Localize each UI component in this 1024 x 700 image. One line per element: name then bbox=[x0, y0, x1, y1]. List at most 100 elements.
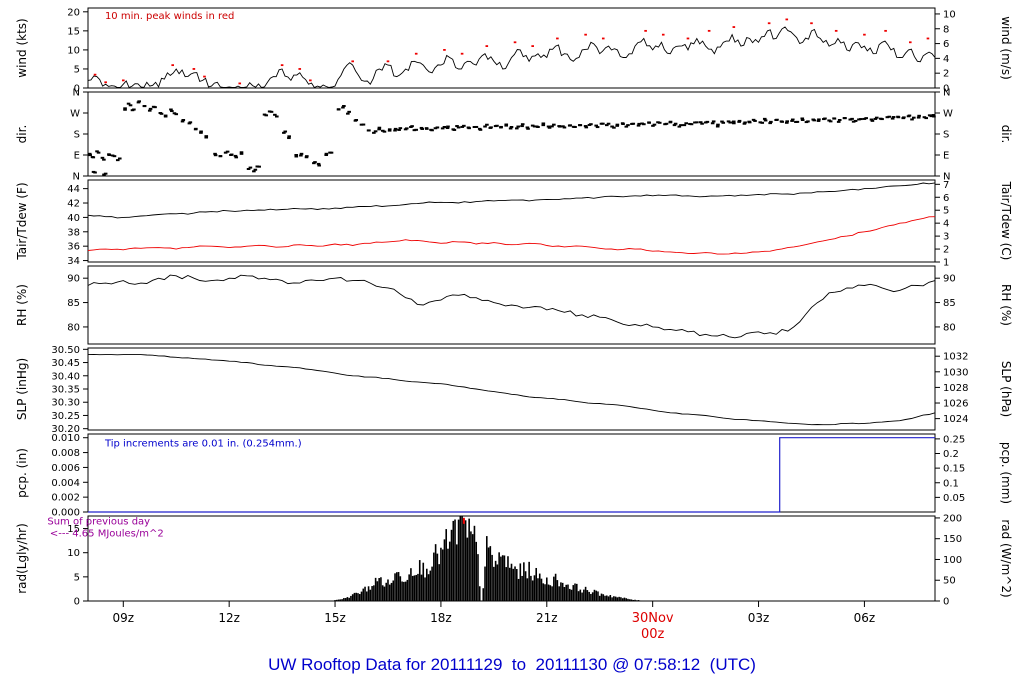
dir-dash bbox=[229, 153, 234, 156]
point-peak_wind_kts bbox=[121, 79, 125, 82]
dir-dash bbox=[381, 129, 385, 132]
tick-label-left: 0.010 bbox=[51, 433, 80, 444]
rad-bar bbox=[512, 568, 515, 601]
dir-dash bbox=[199, 131, 203, 134]
tick-label-right: N bbox=[943, 172, 950, 183]
rad-bar bbox=[455, 544, 458, 601]
dir-dash bbox=[726, 120, 731, 123]
rad-bar bbox=[485, 536, 488, 601]
dir-dash bbox=[516, 125, 521, 128]
dir-dash bbox=[916, 116, 921, 119]
dir-dash bbox=[547, 126, 552, 129]
tick-label-left: 34 bbox=[67, 256, 80, 267]
rad-bar bbox=[623, 597, 626, 601]
dir-dash bbox=[213, 154, 218, 157]
rad-bar bbox=[466, 537, 469, 601]
rad-bar bbox=[503, 555, 506, 601]
rad-bar bbox=[598, 595, 601, 601]
point-peak_wind_kts bbox=[280, 64, 284, 67]
tick-label-left: 42 bbox=[67, 199, 80, 210]
point-peak_wind_kts bbox=[460, 52, 464, 55]
x-tick-label: 00z bbox=[641, 627, 665, 642]
rad-bar bbox=[470, 531, 472, 601]
dir-dash bbox=[504, 124, 509, 127]
dir-dash bbox=[346, 112, 350, 115]
dir-dash bbox=[571, 125, 576, 128]
rad-bar bbox=[487, 547, 490, 601]
point-peak_wind_kts bbox=[298, 68, 302, 70]
dir-dash bbox=[485, 123, 489, 126]
tick-label-right: 2 bbox=[943, 69, 949, 80]
dir-dash bbox=[223, 151, 228, 154]
rad-bar bbox=[547, 584, 550, 601]
dir-dash bbox=[234, 156, 239, 159]
dir-dash bbox=[874, 116, 879, 119]
rad-bar bbox=[374, 577, 377, 601]
rad-bar bbox=[567, 584, 569, 601]
rad-bar bbox=[604, 595, 606, 601]
rad-bar bbox=[362, 588, 365, 601]
dir-dash bbox=[794, 120, 798, 123]
dir-dash bbox=[610, 125, 614, 128]
dir-dash bbox=[743, 121, 747, 124]
rad-bar bbox=[376, 581, 379, 601]
dir-dash bbox=[102, 173, 106, 176]
rad-bar bbox=[422, 562, 425, 601]
dir-dash bbox=[136, 101, 141, 104]
rad-bar bbox=[496, 564, 499, 601]
rad-bar bbox=[574, 583, 576, 601]
dir-dash bbox=[367, 129, 371, 132]
dir-dash bbox=[508, 127, 513, 130]
dir-dash bbox=[169, 108, 173, 111]
dir-dash bbox=[742, 122, 747, 125]
dir-dash bbox=[912, 116, 916, 119]
point-peak_wind_kts bbox=[884, 29, 887, 32]
point-peak_wind_kts bbox=[351, 60, 354, 63]
rad-bar bbox=[590, 593, 592, 601]
point-peak_wind_kts bbox=[732, 26, 736, 28]
axis-title-right-wind: wind (m/s) bbox=[999, 16, 1013, 80]
dir-dash bbox=[287, 135, 291, 138]
panel-border bbox=[87, 179, 936, 263]
dir-dash bbox=[110, 154, 115, 157]
dir-dash bbox=[621, 123, 625, 126]
rad-bar bbox=[401, 581, 403, 601]
rad-bar bbox=[454, 519, 456, 601]
tick-label-right: 6 bbox=[943, 193, 949, 204]
dir-dash bbox=[373, 130, 378, 133]
annotation-rad-0: Sum of previous day bbox=[47, 517, 150, 528]
rad-bar bbox=[526, 578, 529, 601]
tick-label-left: 5 bbox=[74, 572, 80, 583]
point-peak_wind_kts bbox=[644, 29, 647, 32]
dir-dash bbox=[100, 156, 105, 159]
tick-label-left: 0 bbox=[74, 84, 80, 95]
dir-dash bbox=[466, 126, 471, 129]
dir-dash bbox=[910, 118, 914, 121]
dir-dash bbox=[126, 102, 131, 105]
series-Tair_F bbox=[87, 182, 936, 219]
tick-label-right: S bbox=[943, 130, 949, 141]
rad-bar bbox=[494, 560, 497, 601]
rad-bar bbox=[540, 578, 543, 601]
dir-dash bbox=[435, 126, 440, 129]
rad-bar bbox=[639, 600, 642, 601]
dir-dash bbox=[187, 122, 192, 125]
dir-dash bbox=[239, 151, 244, 154]
tick-label-left: 85 bbox=[67, 298, 80, 309]
rad-bar bbox=[464, 520, 467, 601]
dir-dash bbox=[218, 155, 223, 158]
panel-border bbox=[87, 7, 936, 89]
rad-bar bbox=[588, 591, 590, 601]
rad-bar bbox=[591, 592, 594, 601]
x-tick-label: 21z bbox=[536, 611, 558, 625]
dir-dash bbox=[857, 118, 861, 121]
annotation-wind-0: 10 min. peak winds in red bbox=[105, 11, 234, 22]
dir-dash bbox=[668, 120, 673, 123]
dir-dash bbox=[275, 115, 279, 118]
tick-label-right: 1 bbox=[943, 258, 949, 269]
dir-dash bbox=[587, 123, 592, 126]
dir-dash bbox=[115, 159, 120, 162]
